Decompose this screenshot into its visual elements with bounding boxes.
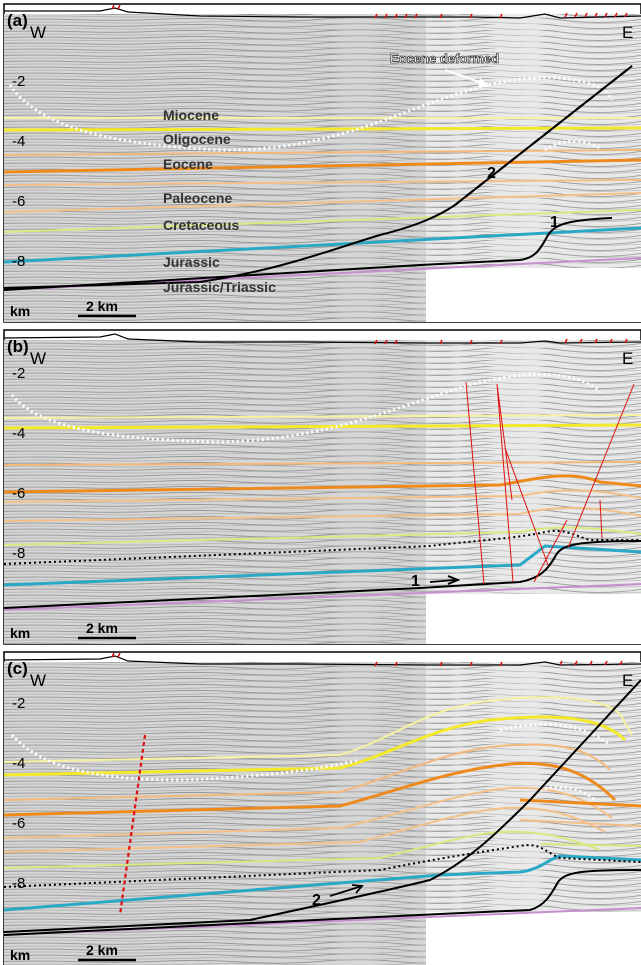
depth-tick-8: -8 [12, 875, 25, 892]
horizon-oligocene [4, 126, 641, 132]
west-label: W [30, 349, 46, 368]
km-unit: km [10, 303, 30, 319]
depth-tick-4: -4 [12, 133, 25, 150]
horizon-eocene [4, 158, 641, 174]
red-dashed-fault [118, 734, 147, 916]
horizon-jurassic [4, 854, 641, 912]
formation-cretaceous: Cretaceous [163, 217, 239, 233]
km-unit: km [10, 947, 30, 963]
horizon-cretaceous [4, 209, 641, 233]
annotation-arrowhead [478, 78, 490, 88]
horizon-paleocene-2 [4, 806, 606, 853]
depth-tick-2: -2 [12, 73, 25, 90]
eocene-deformed-dotted [10, 372, 599, 444]
depth-tick-2: -2 [12, 365, 25, 382]
horizon-paleocene-right [519, 819, 641, 827]
panel-label: (b) [7, 337, 29, 356]
horizon-jurassic [4, 544, 641, 587]
horizon-cretaceous [4, 526, 641, 546]
panel-b: (b) W E -2 -4 -6 -8 1 km 2 km [3, 329, 641, 645]
topography-line [4, 333, 641, 344]
scale-bar-label: 2 km [86, 298, 118, 314]
horizon-cretaceous [4, 830, 601, 869]
scale-bar-label: 2 km [86, 620, 118, 636]
horizon-miocene [4, 696, 633, 763]
horizon-eocene-right [519, 798, 641, 808]
topography-line [4, 655, 641, 666]
horizon-eocene-light [4, 461, 641, 466]
west-label: W [30, 671, 46, 690]
fault-2-dashed [454, 65, 633, 206]
thrust-marks [111, 652, 623, 667]
formation-oligocene: Oligocene [163, 131, 231, 147]
horizon-paleocene [4, 489, 641, 503]
horizon-paleocene-2 [4, 506, 641, 522]
depth-tick-2: -2 [12, 695, 25, 712]
horizon-eocene-light [4, 149, 641, 156]
fault-1 [4, 540, 641, 609]
east-label: E [622, 349, 633, 368]
fault-arrow [429, 575, 461, 585]
formation-jurassic: Jurassic [163, 254, 220, 270]
km-unit: km [10, 625, 30, 641]
horizon-eocene [4, 761, 617, 817]
fault-1 [4, 217, 613, 291]
eocene-deformed-dotted [8, 76, 614, 152]
depth-tick-6: -6 [12, 485, 25, 502]
fault-1 [4, 869, 641, 936]
horizon-oligocene [4, 423, 641, 430]
fault-2 [4, 679, 641, 933]
horizon-jurassic [4, 226, 641, 264]
annotation-eocene-deformed: Eocene deformed [390, 51, 499, 66]
formation-miocene: Miocene [163, 107, 219, 123]
panel-label: (a) [7, 11, 28, 30]
fault-label-2: 2 [312, 892, 321, 909]
horizon-paleocene-2 [4, 192, 641, 213]
depth-tick-8: -8 [12, 545, 25, 562]
no-data-area [426, 268, 641, 322]
depth-tick-6: -6 [12, 193, 25, 210]
fault-arrow [329, 884, 364, 897]
panel-a: (a) W E -2 -4 -6 -8 Eocene deformed Mioc… [3, 3, 641, 323]
formation-eocene: Eocene [163, 156, 213, 172]
red-faults [465, 381, 635, 585]
scale-bar-label: 2 km [86, 942, 118, 958]
panel-c: (c) W E -2 -4 -6 -8 2 km 2 km [3, 651, 641, 965]
horizon-oligocene [4, 715, 627, 777]
thrust-marks [111, 4, 628, 19]
fault-label-2: 2 [487, 165, 496, 182]
horizon-paleocene [4, 179, 641, 186]
depth-tick-4: -4 [12, 755, 25, 772]
east-label: E [622, 23, 633, 42]
depth-tick-8: -8 [12, 253, 25, 270]
horizon-triassic [4, 583, 641, 611]
east-label: E [622, 671, 633, 690]
thrust-marks [374, 338, 628, 345]
horizon-miocene [4, 414, 641, 419]
no-data-area [426, 912, 641, 965]
fault-label-1: 1 [411, 573, 420, 590]
horizon-eocene-light [4, 743, 611, 801]
no-data-area [426, 594, 641, 644]
fault-label-1: 1 [550, 214, 559, 231]
depth-tick-4: -4 [12, 425, 25, 442]
formation-jurassic-triassic: Jurassic/Triassic [163, 279, 276, 295]
depth-tick-6: -6 [12, 815, 25, 832]
fault-2 [4, 65, 633, 289]
dotted-horizon [4, 530, 641, 565]
panel-label: (c) [7, 659, 28, 678]
formation-paleocene: Paleocene [163, 190, 232, 206]
eocene-deformed-dotted-3 [539, 785, 596, 802]
west-label: W [30, 23, 46, 42]
horizon-paleocene [4, 786, 613, 839]
horizon-cretaceous-right [539, 843, 641, 847]
